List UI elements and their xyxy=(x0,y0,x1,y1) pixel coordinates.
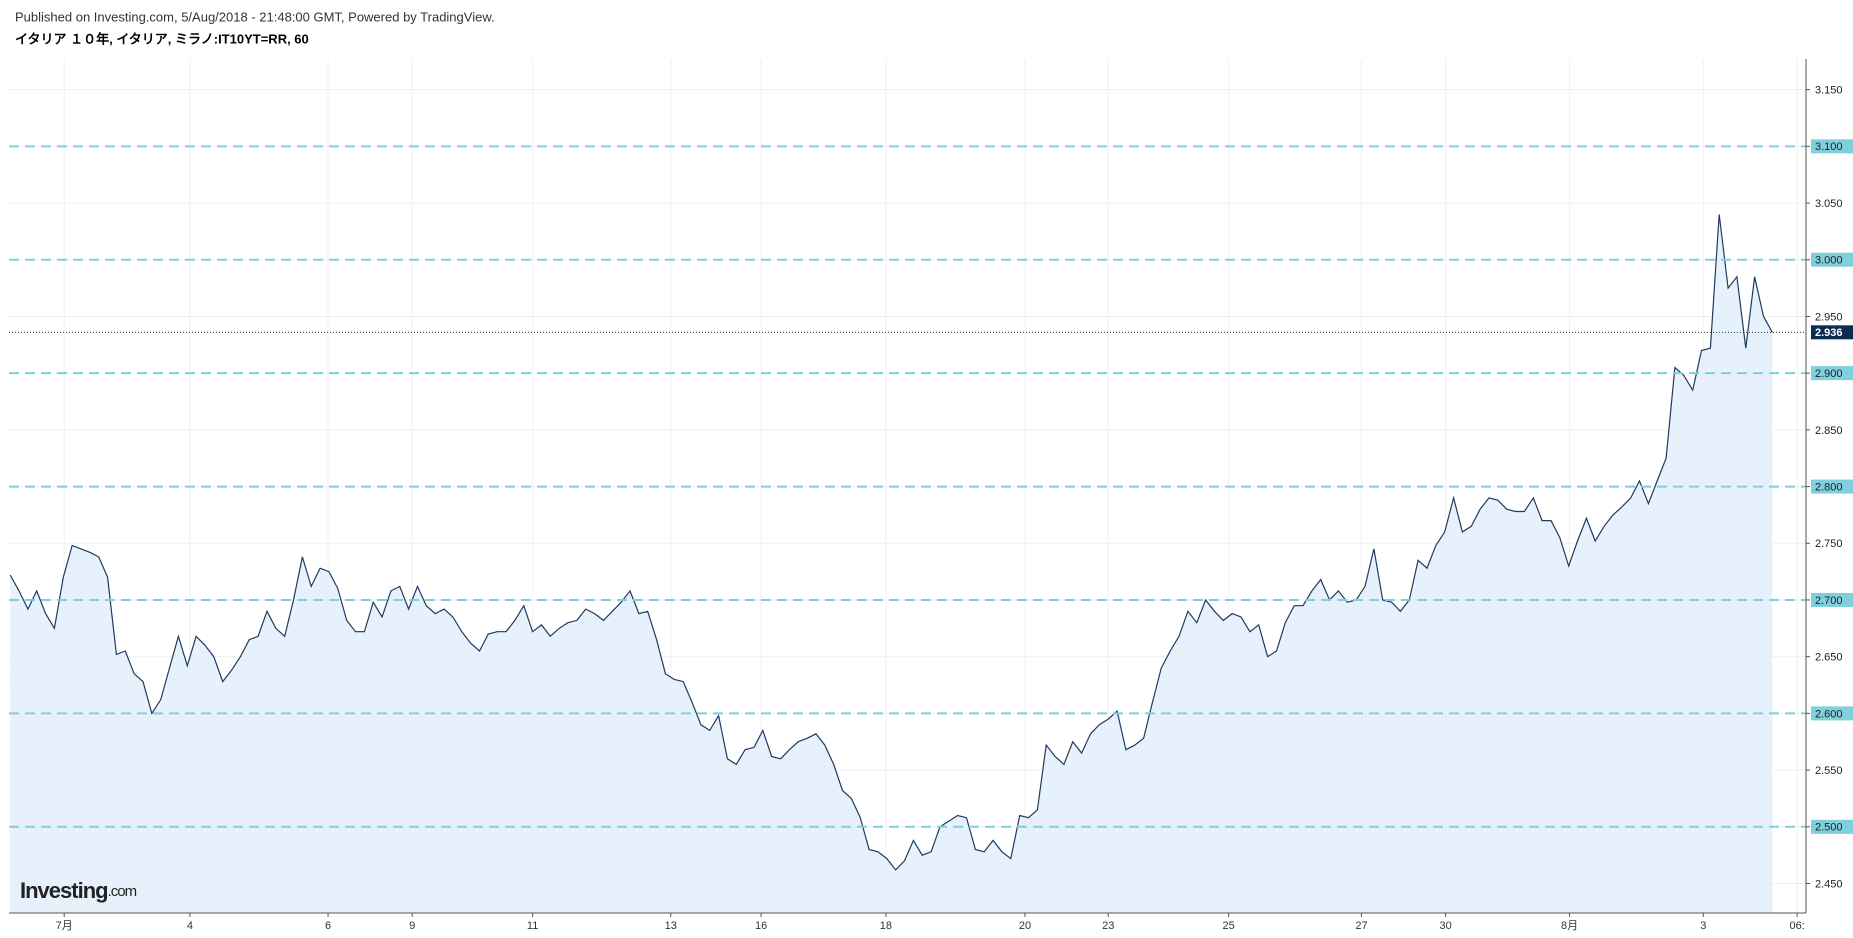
y-tick-label: 2.800 xyxy=(1815,481,1843,493)
price-label-box xyxy=(1811,706,1853,721)
price-label-box xyxy=(1811,592,1853,607)
logo-suffix: .com xyxy=(108,883,137,900)
symbol-title: イタリア １０年, イタリア, ミラノ:IT10YT=RR, 60 xyxy=(15,31,309,46)
x-tick-label: 23 xyxy=(1102,920,1114,932)
y-tick-label: 2.750 xyxy=(1815,538,1843,550)
y-tick-label: 2.600 xyxy=(1815,708,1843,720)
x-tick-label: 16 xyxy=(755,920,767,932)
x-tick-label: 06: xyxy=(1789,920,1804,932)
published-note: Published on Investing.com, 5/Aug/2018 -… xyxy=(15,9,495,24)
y-tick-label: 3.050 xyxy=(1815,198,1843,210)
y-tick-label: 3.150 xyxy=(1815,85,1843,97)
last-price-box xyxy=(1811,325,1853,340)
x-tick-label: 4 xyxy=(187,920,193,932)
y-tick-label: 3.100 xyxy=(1815,141,1843,153)
price-label-box xyxy=(1811,479,1853,494)
price-label-box xyxy=(1811,252,1853,267)
y-tick-label: 2.450 xyxy=(1815,878,1843,890)
y-tick-label: 2.950 xyxy=(1815,311,1843,323)
x-tick-label: 6 xyxy=(325,920,331,932)
x-tick-label: 18 xyxy=(880,920,892,932)
price-label-box xyxy=(1811,819,1853,834)
y-tick-label: 2.550 xyxy=(1815,765,1843,777)
y-tick-label: 2.500 xyxy=(1815,822,1843,834)
x-tick-label: 30 xyxy=(1439,920,1451,932)
last-price-label: 2.936 xyxy=(1815,327,1843,339)
x-tick-label: 27 xyxy=(1355,920,1367,932)
price-line xyxy=(9,214,1773,871)
x-tick-label: 9 xyxy=(409,920,415,932)
x-tick-label: 25 xyxy=(1223,920,1235,932)
y-tick-label: 2.650 xyxy=(1815,652,1843,664)
price-label-box xyxy=(1811,366,1853,381)
plot: 7月 4 6 9 11 13 16 18 20 23 25 27 30 8月 3 06: 2.450 2.500 2… xyxy=(9,59,1853,932)
price-label-box xyxy=(1811,139,1853,154)
y-tick-label: 2.900 xyxy=(1815,368,1843,380)
x-tick-label: 3 xyxy=(1700,920,1706,932)
logo-brand: Investing xyxy=(20,878,108,903)
y-tick-label: 2.850 xyxy=(1815,425,1843,437)
x-tick-label: 13 xyxy=(665,920,677,932)
y-tick-label: 2.700 xyxy=(1815,595,1843,607)
area xyxy=(10,214,1773,913)
x-tick-label: 7月 xyxy=(56,920,73,932)
x-tick-label: 8月 xyxy=(1561,920,1578,932)
x-tick-label: 20 xyxy=(1019,920,1031,932)
y-tick-label: 3.000 xyxy=(1815,255,1843,267)
logo: Investing.com xyxy=(20,878,137,903)
x-tick-label: 11 xyxy=(527,920,538,932)
